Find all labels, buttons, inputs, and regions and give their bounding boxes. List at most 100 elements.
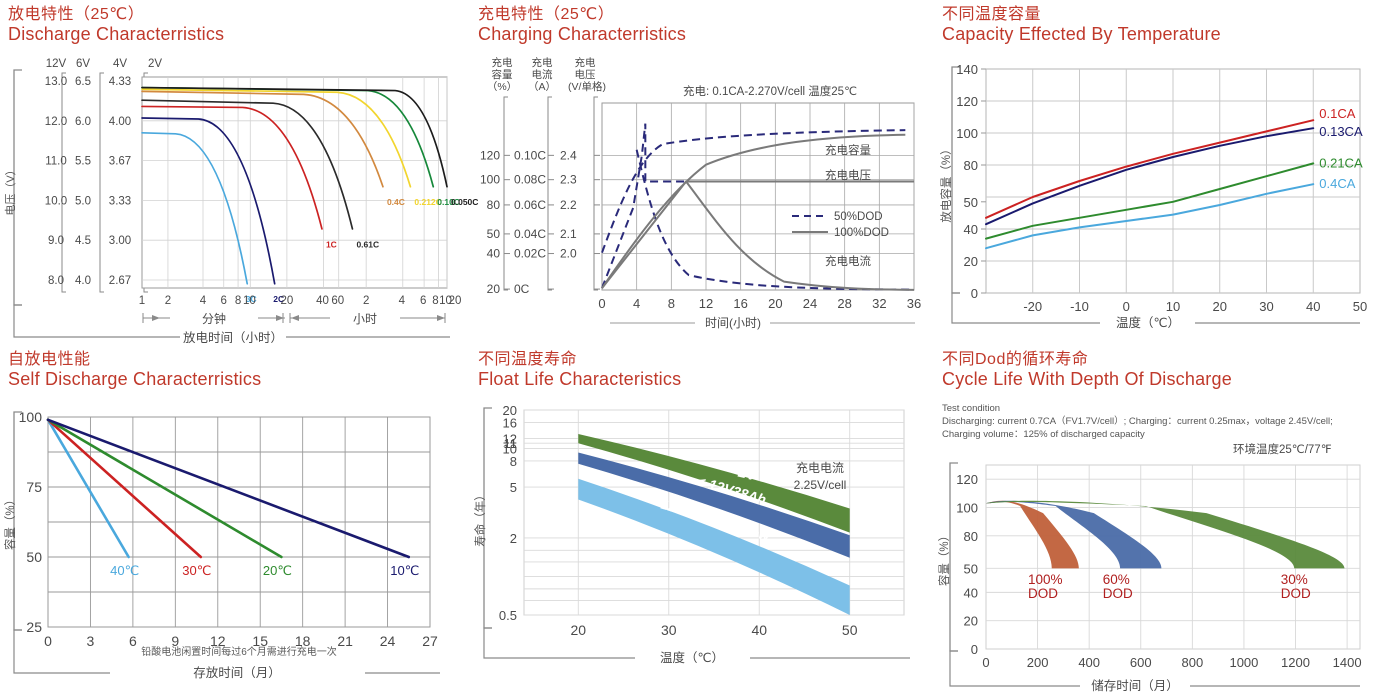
charging-xtick-8: 32: [872, 296, 886, 311]
captemp-xtick-6: 40: [1306, 299, 1320, 314]
floatlife-ytick-7: 2: [510, 531, 517, 546]
charging-legend: 50%DOD 100%DOD: [792, 211, 889, 239]
selfdis-gridlines: [48, 417, 430, 627]
charging-tick-cap-2: 80: [487, 198, 501, 212]
captemp-series-label-0.4CA: 0.4CA: [1319, 176, 1355, 191]
discharge-tick-4V-4: 3.00: [109, 235, 131, 247]
charging-header-cap-l3: （%）: [487, 81, 517, 93]
selfdis-xtick-5: 15: [252, 633, 268, 649]
cycle-life-test-heading: Test condition: [942, 403, 1001, 414]
discharge-range-label-hours: 小时: [353, 312, 377, 326]
discharge-curve-label-1C: 1C: [326, 239, 337, 249]
selfdis-xtick-8: 24: [380, 633, 396, 649]
floatlife-ytick-4: 10: [503, 442, 517, 457]
charging-scale-tick-labels: 120 0.10C 2.4 100 0.08C 2.3 80 0.06C 2.2 50 0.04C 2…: [480, 148, 600, 296]
captemp-ytick-4: 50: [964, 195, 978, 210]
discharge-x-axis-title: 放电时间（小时）: [183, 330, 283, 345]
discharge-scale-header-6v: 6V: [76, 58, 90, 70]
panel-capacity-temp-title-en: Capacity Effected By Temperature: [942, 23, 1221, 44]
captemp-y-tick-labels: 140 120 100 80 50 40 20 0: [956, 62, 986, 301]
selfdis-curve-30℃: [46, 418, 203, 559]
floatlife-y-axis-title: 寿命（年）: [473, 489, 487, 547]
discharge-gridlines: [142, 77, 448, 288]
discharge-xtick-5: 10: [243, 295, 256, 307]
cyclelife-band-60% DOD: [986, 500, 1162, 569]
discharge-curve-label-0.4C: 0.4C: [387, 197, 405, 207]
captemp-series-label-0.13CA: 0.13CA: [1319, 124, 1363, 139]
cyclelife-y-axis-title: 容量（%）: [937, 530, 951, 586]
selfdis-y-tick-labels: 100 75 50 25: [19, 409, 43, 635]
discharge-tick-6V-2: 5.5: [75, 156, 91, 168]
charging-bracket-current: [547, 96, 552, 291]
discharge-arrow-right-min: [276, 315, 284, 321]
panel-capacity-temp-title: 不同温度容量 Capacity Effected By Temperature: [942, 6, 1221, 44]
selfdis-xtick-2: 6: [129, 633, 137, 649]
discharge-xtick-13: 10: [439, 295, 452, 307]
charging-tick-cap-3: 50: [487, 227, 501, 241]
selfdis-series-labels: 40℃ 30℃ 20℃ 10℃: [110, 563, 419, 578]
cyclelife-bands: [986, 500, 1345, 569]
discharge-xtick-0: 1: [139, 295, 145, 307]
captemp-xtick-2: 0: [1123, 299, 1130, 314]
cyclelife-dod-label-1-line2: DOD: [1103, 586, 1133, 601]
selfdis-ytick-2: 50: [26, 549, 42, 565]
discharge-tick-4V-2: 3.67: [109, 156, 131, 168]
discharge-scale-bracket-12v: [61, 72, 66, 293]
selfdis-xtick-0: 0: [44, 633, 52, 649]
discharge-curve-label-3C: 3C: [246, 294, 257, 304]
cyclelife-ytick-6: 0: [971, 642, 978, 657]
charging-xtick-7: 28: [837, 296, 851, 311]
charging-curve-voltage-50dod: [601, 123, 686, 289]
charging-header-vol-l3: (V/单格): [568, 80, 606, 93]
charging-header-cur-l2: 电流: [532, 68, 553, 81]
discharge-curve-label-0.10C: 0.10C: [437, 197, 460, 207]
selfdis-y-axis-title: 容量（%）: [3, 494, 17, 550]
cycle-life-test-line1: Discharging: current 0.7CA（FV1.7V/cell）;…: [942, 415, 1333, 427]
charging-curve-current-100dod: [685, 180, 915, 291]
charging-tick-cur-5: 0C: [514, 282, 530, 296]
discharge-tick-12V-5: 8.0: [48, 275, 64, 287]
floatlife-band-< 12V38Ah: [578, 452, 850, 558]
floatlife-xtick-0: 20: [570, 622, 586, 638]
selfdis-ytick-3: 25: [26, 619, 42, 635]
charging-tick-vol-2: 2.2: [560, 198, 577, 212]
discharge-tick-12V-3: 10.0: [45, 195, 67, 207]
charging-xtick-4: 16: [733, 296, 747, 311]
panel-cycle-life: 不同Dod的循环寿命 Cycle Life With Depth Of Disc…: [930, 345, 1400, 700]
selfdis-xtick-6: 18: [295, 633, 311, 649]
panel-discharge-title: 放电特性（25℃） Discharge Characterristics: [8, 6, 224, 44]
cyclelife-x-axis-rule: [949, 650, 1360, 687]
cyclelife-xtick-1: 200: [1027, 655, 1049, 670]
floatlife-note-line1: 充电电流: [796, 460, 844, 475]
discharge-scale-header-4v: 4V: [113, 58, 127, 70]
cyclelife-xtick-0: 0: [982, 655, 989, 670]
panel-capacity-temp: 不同温度容量 Capacity Effected By Temperature …: [930, 0, 1400, 340]
discharge-tick-6V-3: 5.0: [75, 195, 91, 207]
selfdis-ytick-1: 75: [26, 479, 42, 495]
captemp-curve-0.21CA: [985, 162, 1315, 240]
charging-note: 充电: 0.1CA-2.270V/cell 温度25℃: [683, 84, 857, 98]
charging-tick-cur-2: 0.06C: [514, 198, 546, 212]
discharge-curve-0.61C: [141, 99, 354, 230]
captemp-ytick-1: 120: [956, 94, 978, 109]
panel-float-life-title: 不同温度寿命 Float Life Characteristics: [478, 351, 681, 389]
discharge-scale-bracket-6v: [99, 72, 104, 293]
discharge-curve-2C: [141, 117, 276, 285]
charging-x-axis-title: 时间(小时): [705, 316, 761, 330]
floatlife-band-12V38Ah & below: [578, 478, 850, 615]
charging-bracket-voltage: [593, 96, 598, 291]
captemp-xtick-0: -20: [1023, 299, 1042, 314]
discharge-xtick-3: 6: [221, 295, 227, 307]
charging-x-tick-labels: 0 4 8 12 16 20 24 28 32 36: [598, 296, 921, 311]
discharge-tick-4V-5: 2.67: [109, 275, 131, 287]
discharge-xtick-11: 6: [420, 295, 426, 307]
captemp-ytick-2: 100: [956, 126, 978, 141]
panel-capacity-temp-title-cn: 不同温度容量: [942, 6, 1042, 23]
charging-xtick-2: 8: [668, 296, 675, 311]
discharge-tick-6V-5: 4.0: [75, 275, 91, 287]
cyclelife-x-tick-labels: 0 200 400 600 800 1000 1200 1400: [982, 655, 1361, 670]
charging-tick-cur-0: 0.10C: [514, 148, 546, 162]
charging-tick-cap-5: 20: [487, 282, 501, 296]
discharge-chart: 电压（V） 12V 6V 4V 2V 13.06.54.332.1712.06.…: [4, 58, 478, 345]
